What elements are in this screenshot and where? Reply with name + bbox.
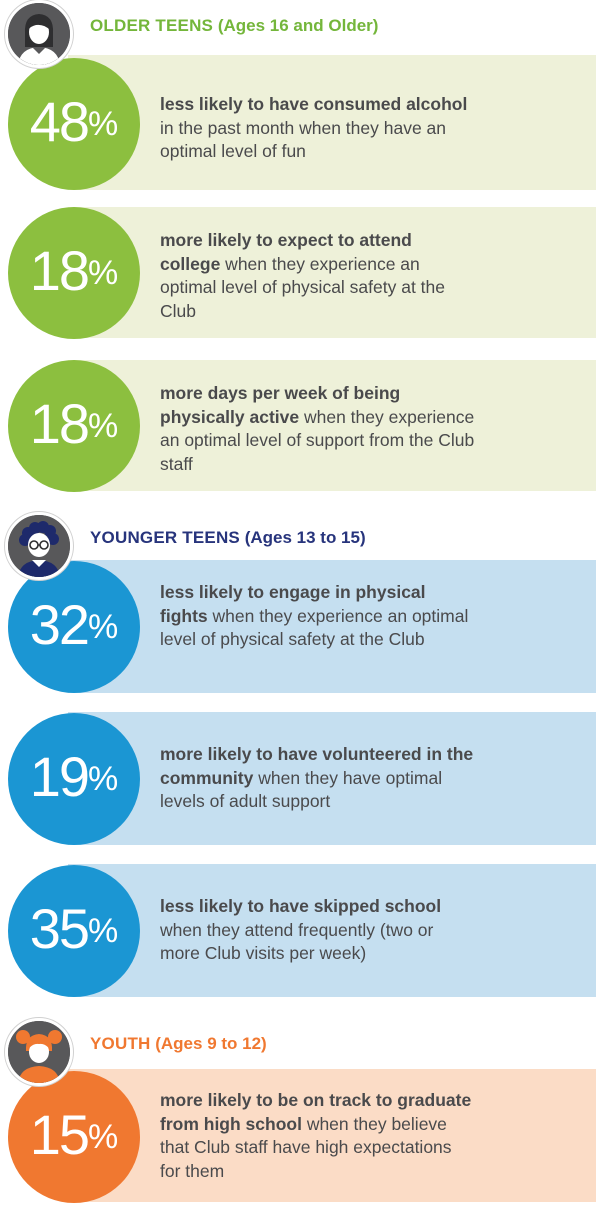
section-title-caps: YOUNGER TEENS [90, 528, 240, 547]
stat-description: more likely to expect to attend college … [160, 230, 446, 321]
stat-number: 18% [29, 392, 119, 455]
stat-row: 15% more likely to be on track to gradua… [0, 1069, 596, 1203]
stat-row: 48% less likely to have consumed alcohol… [0, 55, 596, 190]
section-title: YOUTH (Ages 9 to 12) [90, 1034, 267, 1054]
stat-band [68, 1069, 596, 1202]
stat-circle: 48% [8, 58, 140, 190]
stat-band [68, 712, 596, 845]
stat-circle: 18% [8, 360, 140, 492]
stat-band [68, 560, 596, 693]
stat-row: 18% more days per week of being physical… [0, 360, 596, 492]
stat-description: less likely to engage in physical fights… [160, 582, 469, 649]
stat-number: 15% [29, 1103, 119, 1166]
stat-row: 35% less likely to have skipped school w… [0, 864, 596, 997]
section-header-older-teens: OLDER TEENS (Ages 16 and Older) [0, 0, 596, 68]
stat-description: less likely to have consumed alcohol in … [160, 94, 468, 161]
stat-description: more likely to have volunteered in the c… [160, 744, 474, 811]
stat-row: 32% less likely to engage in physical fi… [0, 560, 596, 693]
stat-circle: 35% [8, 865, 140, 997]
section-title-ages: (Ages 16 and Older) [217, 16, 379, 35]
teen-glasses-avatar-icon [5, 512, 73, 580]
stat-description: more likely to be on track to graduate f… [160, 1090, 472, 1181]
stat-number: 35% [29, 897, 119, 960]
stat-circle: 19% [8, 713, 140, 845]
stat-number: 18% [29, 239, 119, 302]
section-title: YOUNGER TEENS (Ages 13 to 15) [90, 528, 366, 548]
stat-row: 18% more likely to expect to attend coll… [0, 207, 596, 339]
stat-description: less likely to have skipped school when … [160, 896, 442, 963]
section-title-caps: OLDER TEENS [90, 16, 214, 35]
stat-number: 48% [29, 90, 119, 153]
stat-band [68, 864, 596, 997]
stat-band [68, 55, 596, 190]
stat-circle: 18% [8, 207, 140, 339]
teen-girl-avatar-icon [5, 0, 73, 68]
stat-circle: 15% [8, 1071, 140, 1203]
stat-row: 19% more likely to have volunteered in t… [0, 712, 596, 845]
section-header-youth: YOUTH (Ages 9 to 12) [0, 1018, 596, 1086]
child-pigtails-avatar-icon [5, 1018, 73, 1086]
stat-circle: 32% [8, 561, 140, 693]
stat-description: more days per week of being physically a… [160, 383, 475, 474]
section-header-younger-teens: YOUNGER TEENS (Ages 13 to 15) [0, 512, 596, 580]
section-title: OLDER TEENS (Ages 16 and Older) [90, 16, 378, 36]
stat-band [68, 207, 596, 338]
stat-number: 32% [29, 593, 119, 656]
stat-number: 19% [29, 745, 119, 808]
section-title-ages: (Ages 13 to 15) [244, 528, 366, 547]
section-title-caps: YOUTH [90, 1034, 151, 1053]
stat-band [68, 360, 596, 491]
section-title-ages: (Ages 9 to 12) [155, 1034, 267, 1053]
